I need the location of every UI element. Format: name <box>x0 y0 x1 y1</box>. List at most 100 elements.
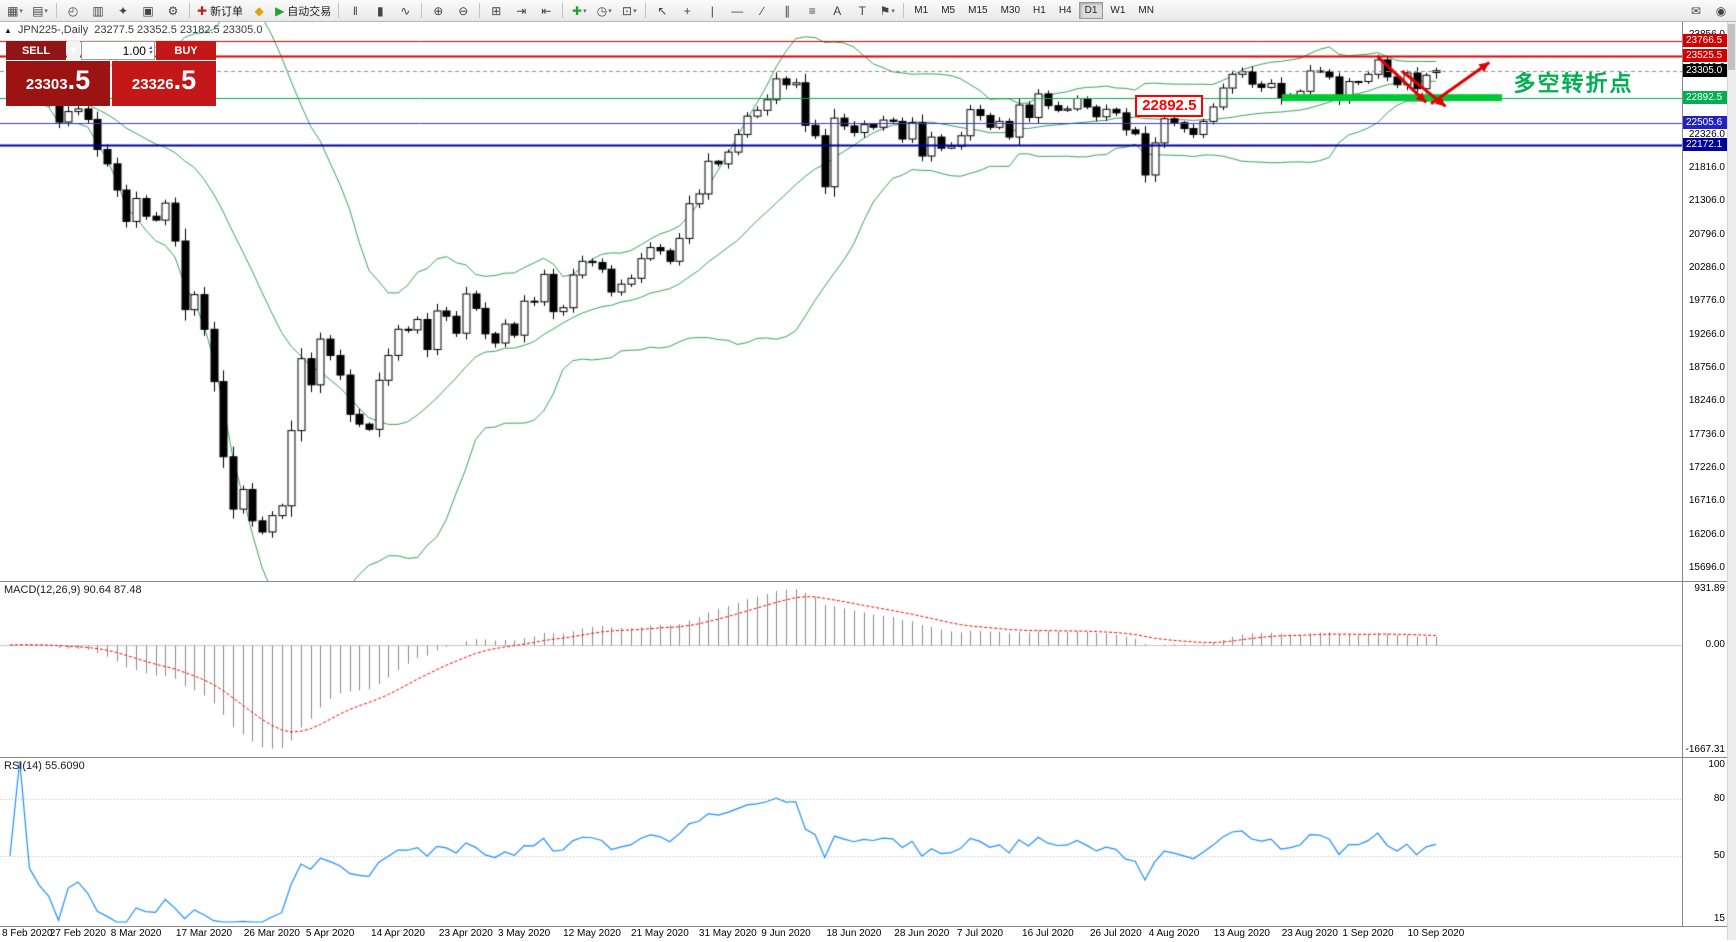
line-chart-button[interactable]: ∿ <box>393 1 417 21</box>
price-chart-canvas[interactable] <box>0 22 1682 581</box>
zoom-in-button[interactable]: ⊕ <box>426 1 450 21</box>
autotrading-button-label: 自动交易 <box>287 5 332 18</box>
ohlc-values: 23277.5 23352.5 23182.5 23305.0 <box>94 24 263 36</box>
cursor-button[interactable]: ↖ <box>650 1 674 21</box>
sell-button[interactable]: SELL <box>6 41 66 60</box>
date-label: 12 May 2020 <box>563 928 621 939</box>
vertical-line-button[interactable]: | <box>700 1 724 21</box>
buy-button[interactable]: BUY <box>156 41 216 60</box>
sell-price[interactable]: 23303 .5 <box>6 61 110 106</box>
timeframe-d1-button[interactable]: D1 <box>1078 2 1104 19</box>
turning-point-label[interactable]: 多空转折点 <box>1513 70 1634 96</box>
volume-down-icon[interactable]: ▾ <box>148 49 152 56</box>
data-window-icon: ▥ <box>92 3 104 18</box>
timeframe-h1-button[interactable]: H1 <box>1033 5 1046 16</box>
date-label: 14 Apr 2020 <box>371 928 425 939</box>
channel-button[interactable]: ∥ <box>775 1 799 21</box>
periods-button[interactable]: ◷ ▾ <box>592 1 616 21</box>
market-watch-button[interactable]: ◴ <box>61 1 85 21</box>
alert-button[interactable]: ◉ <box>1709 1 1733 21</box>
timeframe-m30-button[interactable]: M30 <box>1000 5 1021 16</box>
metaeditor-button[interactable]: ◆ <box>247 1 271 21</box>
alert-icon: ◉ <box>1715 3 1727 18</box>
vertical-scrollbar[interactable] <box>1727 22 1736 940</box>
rsi-canvas[interactable] <box>0 758 1682 925</box>
candlestick-button[interactable]: ▮ <box>368 1 392 21</box>
toolbar-separator <box>479 3 481 18</box>
timeframe-m1-button[interactable]: M1 <box>914 5 929 16</box>
metaeditor-icon: ◆ <box>254 3 264 18</box>
toolbar-separator <box>338 3 340 18</box>
new-order-button[interactable]: ✚ 新订单 <box>194 1 246 21</box>
auto-scroll-button[interactable]: ⇥ <box>509 1 533 21</box>
buy-price[interactable]: 23326 .5 <box>112 61 216 106</box>
arrows-button[interactable]: ⚑ ▾ <box>875 1 899 21</box>
new-chart-button[interactable]: ▦ ▾ <box>3 1 27 21</box>
terminal-icon: ▣ <box>142 3 154 18</box>
macd-axis-label: 931.89 <box>1694 583 1725 594</box>
timeframe-h4-button[interactable]: H4 <box>1058 5 1072 16</box>
indicators-button[interactable]: ✚ ▾ <box>567 1 591 21</box>
new-chart-icon: ▦ <box>7 3 19 18</box>
zoom-out-icon: ⊖ <box>458 3 469 18</box>
chevron-down-icon: ▾ <box>44 7 48 15</box>
profiles-button[interactable]: ▤ ▾ <box>28 1 52 21</box>
market-watch-icon: ◴ <box>67 3 79 18</box>
date-label: 23 Apr 2020 <box>438 928 493 939</box>
new-order-button-label: 新订单 <box>210 5 244 18</box>
zoom-in-icon: ⊕ <box>433 3 444 18</box>
rsi-axis-label: 15 <box>1713 913 1725 924</box>
volume-input[interactable]: 1.00 ▴ ▾ <box>81 41 155 60</box>
time-axis[interactable]: 8 Feb 2020 27 Feb 2020 8 Mar 2020 17 Mar 20… <box>0 926 1728 942</box>
tile-windows-button[interactable]: ⊞ <box>484 1 508 21</box>
collapse-trade-panel-icon[interactable]: ▲ <box>4 25 12 35</box>
bar-chart-button[interactable]: ‖ <box>343 1 367 21</box>
price-axis[interactable]: 23856.023346.022836.022326.021816.021306… <box>1682 22 1728 581</box>
chart-shift-button[interactable]: ⇤ <box>534 1 558 21</box>
terminal-button[interactable]: ▣ <box>136 1 160 21</box>
volume-up-icon[interactable]: ▴ <box>148 44 152 51</box>
timeframe-w1-button[interactable]: W1 <box>1110 5 1126 16</box>
date-label: 27 Feb 2020 <box>49 928 106 939</box>
candlestick-icon: ▮ <box>376 3 384 18</box>
rsi-axis[interactable]: 100 80 50 15 <box>1682 758 1728 926</box>
date-label: 28 Jun 2020 <box>894 928 950 939</box>
symbol-period-label: JPN225-,Daily <box>17 24 89 36</box>
templates-icon: ⊡ <box>622 3 633 18</box>
price-tick-label: 21306.0 <box>1688 195 1725 207</box>
label-button[interactable]: T <box>850 1 874 21</box>
navigator-button[interactable]: ✦ <box>111 1 135 21</box>
toolbar-separator <box>645 3 647 18</box>
crosshair-button[interactable]: + <box>675 1 699 21</box>
data-window-button[interactable]: ▥ <box>86 1 110 21</box>
templates-button[interactable]: ⊡ ▾ <box>617 1 641 21</box>
text-button[interactable]: A <box>825 1 849 21</box>
strategy-tester-button[interactable]: ⚙ <box>161 1 185 21</box>
zoom-out-button[interactable]: ⊖ <box>451 1 475 21</box>
price-label-annotation[interactable]: 22892.5 <box>1135 94 1204 117</box>
volume-dropdown-button[interactable]: ▼ <box>67 41 80 60</box>
timeframe-mn-button[interactable]: MN <box>1138 5 1154 16</box>
sell-price-frac: .5 <box>67 65 91 95</box>
trendline-button[interactable]: ∕ <box>750 1 774 21</box>
price-tick-label: 19776.0 <box>1688 295 1725 307</box>
scrollbar-thumb[interactable] <box>1728 24 1735 70</box>
timeframe-m5-button[interactable]: M5 <box>941 5 956 16</box>
macd-label: MACD(12,26,9) 90.64 87.48 <box>4 584 142 596</box>
indicators-icon: ✚ <box>572 3 583 18</box>
volume-stepper[interactable]: ▴ ▾ <box>148 44 152 56</box>
price-tick-label: 21816.0 <box>1688 162 1725 174</box>
date-label: 9 Jun 2020 <box>761 928 811 939</box>
arrows-icon: ⚑ <box>879 3 891 18</box>
fibonacci-button[interactable]: ≡ <box>800 1 824 21</box>
horizontal-line-button[interactable]: ― <box>725 1 749 21</box>
toolbar-separator <box>56 3 57 18</box>
cursor-icon: ↖ <box>657 3 668 18</box>
chart-window: ▲ JPN225-,Daily 23277.5 23352.5 23182.5 … <box>0 22 1736 942</box>
macd-axis[interactable]: 931.89 0.00 -1667.31 <box>1682 582 1728 757</box>
timeframe-m15-button[interactable]: M15 <box>968 5 988 16</box>
macd-canvas[interactable] <box>0 582 1682 756</box>
one-click-trading-panel: SELL ▼ 1.00 ▴ ▾ BUY 23303 .5 23326 . <box>6 41 216 106</box>
chat-button[interactable]: ✉ <box>1684 1 1708 21</box>
autotrading-button[interactable]: ▶ 自动交易 <box>272 1 334 21</box>
